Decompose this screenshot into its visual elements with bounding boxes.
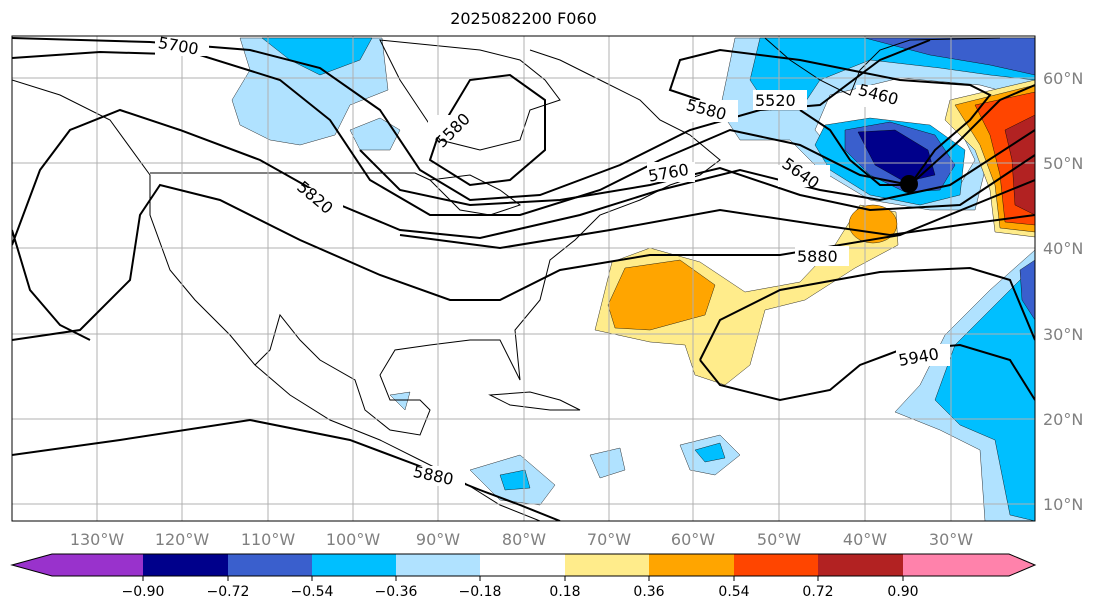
colorbar: −0.90 −0.72 −0.54 −0.36 −0.18 0.18 0.36 0.54 0.7… xyxy=(10,553,1037,600)
colorbar-segment xyxy=(818,554,904,576)
lon-label: 110°W xyxy=(241,530,296,549)
colorbar-tick-label: 0.72 xyxy=(802,584,833,600)
lat-label: 40°N xyxy=(1043,239,1083,258)
latitude-labels: 60°N 50°N 40°N 30°N 20°N 10°N xyxy=(1043,69,1083,514)
lon-label: 40°W xyxy=(843,530,887,549)
colorbar-tick-label: −0.90 xyxy=(122,584,165,600)
shade-navy-low xyxy=(857,129,936,183)
lon-label: 90°W xyxy=(416,530,460,549)
lat-label: 50°N xyxy=(1043,154,1083,173)
lat-label: 10°N xyxy=(1043,495,1083,514)
shade-blue-southeast xyxy=(1019,259,1035,321)
longitude-labels: 130°W 120°W 110°W 100°W 90°W 80°W 70°W 6… xyxy=(70,530,973,549)
colorbar-segment xyxy=(228,554,313,576)
colorbar-segment xyxy=(396,554,481,576)
colorbar-segment xyxy=(312,554,397,576)
colorbar-tick-label: 0.36 xyxy=(633,584,664,600)
contour-label: 5880 xyxy=(797,247,838,266)
shade-light-blue-caribbean xyxy=(389,391,741,506)
colorbar-tick-label: 0.18 xyxy=(549,584,580,600)
colorbar-outline xyxy=(10,553,1037,577)
colorbar-tick-label: −0.18 xyxy=(459,584,502,600)
anomaly-shading xyxy=(231,37,1035,521)
lon-label: 50°W xyxy=(757,530,801,549)
map-area: 5700 5580 5820 5580 5520 5460 5640 5760 … xyxy=(12,33,1035,521)
colorbar-segment xyxy=(903,554,1010,576)
shade-light-blue-west-canada xyxy=(231,37,389,146)
colorbar-tick-label: −0.72 xyxy=(207,584,250,600)
colorbar-segment xyxy=(52,554,144,576)
map-title: 2025082200 F060 xyxy=(450,9,597,28)
contour-label: 5700 xyxy=(157,33,200,59)
colorbar-segment xyxy=(649,554,735,576)
colorbar-tick-label: 0.90 xyxy=(887,584,918,600)
lon-label: 120°W xyxy=(155,530,210,549)
colorbar-extend-min xyxy=(12,554,52,576)
shade-light-blue-hudson xyxy=(349,117,401,151)
shade-yellow-central-atlantic xyxy=(594,204,899,386)
lon-label: 100°W xyxy=(326,530,381,549)
colorbar-tick-label: 0.54 xyxy=(718,584,749,600)
height-contours xyxy=(12,37,1035,521)
lon-label: 70°W xyxy=(587,530,631,549)
lat-label: 20°N xyxy=(1043,410,1083,429)
colorbar-extend-max xyxy=(1009,554,1035,576)
low-center-marker xyxy=(900,175,918,193)
lon-label: 60°W xyxy=(671,530,715,549)
colorbar-segment xyxy=(565,554,650,576)
shade-orange-central-atlantic xyxy=(607,259,716,331)
colorbar-segment xyxy=(143,554,229,576)
lat-label: 60°N xyxy=(1043,69,1083,88)
colorbar-tick-label: −0.36 xyxy=(375,584,418,600)
lon-label: 130°W xyxy=(70,530,125,549)
colorbar-tick-label: −0.54 xyxy=(291,584,334,600)
shade-cyan-southeast xyxy=(934,264,1035,521)
colorbar-segment xyxy=(480,554,566,576)
map-frame xyxy=(11,35,1036,522)
lat-label: 30°N xyxy=(1043,325,1083,344)
lon-label: 30°W xyxy=(929,530,973,549)
colorbar-segment xyxy=(734,554,819,576)
lon-label: 80°W xyxy=(502,530,546,549)
shade-cyan-caribbean xyxy=(499,442,726,491)
shade-cyan-west-canada xyxy=(261,37,373,76)
contour-labels: 5700 5580 5820 5580 5520 5460 5640 5760 … xyxy=(155,33,950,489)
contour-label: 5520 xyxy=(755,91,796,110)
